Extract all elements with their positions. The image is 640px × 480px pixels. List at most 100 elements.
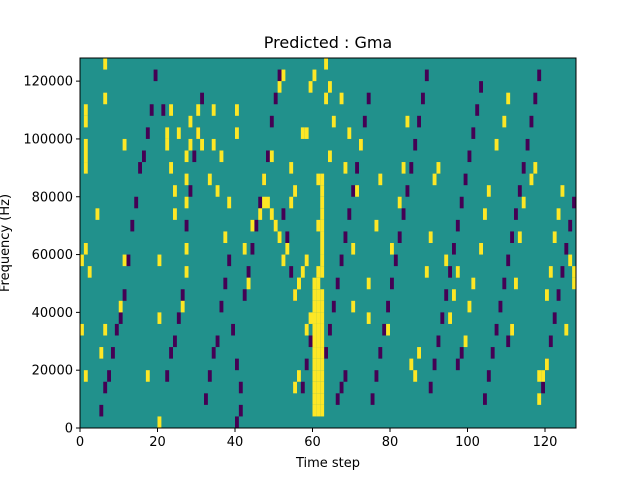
low-value-cell	[149, 104, 154, 116]
high-value-cell	[184, 196, 189, 209]
high-value-cell	[316, 219, 321, 232]
high-value-cell	[273, 219, 278, 232]
low-value-cell	[304, 358, 309, 371]
low-value-cell	[335, 393, 340, 405]
high-value-cell	[211, 138, 216, 151]
high-value-cell	[304, 323, 309, 336]
high-value-cell	[266, 196, 270, 209]
high-value-cell	[95, 208, 100, 220]
high-value-cell	[467, 300, 472, 313]
high-value-cell	[428, 231, 433, 243]
low-value-cell	[153, 69, 158, 82]
low-value-cell	[366, 92, 371, 105]
low-value-cell	[393, 254, 398, 267]
high-value-cell	[184, 150, 189, 163]
low-value-cell	[467, 150, 472, 163]
high-value-cell	[83, 138, 88, 151]
high-value-cell	[176, 127, 181, 139]
high-value-cell	[514, 277, 518, 290]
low-value-cell	[269, 115, 274, 128]
high-value-cell	[304, 127, 309, 139]
high-value-cell	[455, 266, 460, 278]
high-value-cell	[227, 196, 232, 209]
y-tick-label: 60000	[32, 248, 73, 263]
high-value-cell	[409, 358, 414, 371]
low-value-cell	[238, 381, 243, 394]
high-value-cell	[304, 254, 309, 267]
low-value-cell	[521, 162, 526, 174]
high-value-cell	[312, 381, 317, 394]
low-value-cell	[486, 370, 491, 382]
high-value-cell	[545, 358, 549, 371]
low-value-cell	[308, 335, 313, 348]
low-value-cell	[436, 335, 441, 348]
x-axis-label: Time step	[295, 456, 360, 471]
high-value-cell	[320, 173, 325, 186]
low-value-cell	[126, 254, 131, 267]
low-value-cell	[173, 335, 177, 348]
low-value-cell	[537, 69, 542, 82]
low-value-cell	[440, 312, 445, 324]
y-axis: 0 20000 40000 60000 80000 100000 120000	[23, 75, 80, 437]
high-value-cell	[281, 254, 286, 267]
high-value-cell	[312, 277, 317, 290]
high-value-cell	[486, 185, 491, 197]
high-value-cell	[386, 323, 390, 336]
high-value-cell	[556, 208, 561, 220]
high-value-cell	[320, 335, 325, 348]
high-value-cell	[316, 393, 321, 405]
low-value-cell	[479, 81, 483, 93]
low-value-cell	[254, 219, 259, 232]
high-value-cell	[324, 58, 328, 70]
high-value-cell	[397, 196, 402, 209]
high-value-cell	[180, 300, 185, 313]
low-value-cell	[506, 335, 511, 348]
high-value-cell	[320, 289, 325, 301]
low-value-cell	[552, 312, 557, 324]
low-value-cell	[564, 243, 569, 255]
high-value-cell	[83, 162, 88, 174]
low-value-cell	[227, 254, 232, 267]
low-value-cell	[328, 323, 332, 336]
high-value-cell	[320, 254, 325, 267]
high-value-cell	[533, 162, 538, 174]
high-value-cell	[312, 312, 317, 324]
high-value-cell	[269, 150, 274, 163]
high-value-cell	[235, 104, 239, 116]
low-value-cell	[548, 335, 553, 348]
high-value-cell	[320, 404, 325, 417]
high-value-cell	[219, 150, 224, 163]
low-value-cell	[273, 92, 278, 105]
high-value-cell	[281, 69, 286, 82]
high-value-cell	[188, 115, 193, 128]
low-value-cell	[432, 358, 437, 371]
low-value-cell	[374, 370, 379, 382]
high-value-cell	[424, 266, 429, 278]
high-value-cell	[316, 289, 321, 301]
high-value-cell	[83, 115, 88, 128]
x-tick-label: 40	[227, 435, 244, 450]
low-value-cell	[455, 219, 460, 232]
high-value-cell	[343, 162, 348, 174]
high-value-cell	[320, 231, 325, 243]
low-value-cell	[281, 208, 286, 220]
high-value-cell	[506, 92, 511, 105]
high-value-cell	[316, 358, 321, 371]
high-value-cell	[262, 173, 266, 186]
low-value-cell	[107, 370, 111, 382]
low-value-cell	[494, 323, 499, 336]
high-value-cell	[184, 173, 189, 186]
low-value-cell	[417, 115, 421, 128]
high-value-cell	[324, 92, 328, 105]
high-value-cell	[289, 162, 294, 174]
high-value-cell	[378, 173, 383, 186]
low-value-cell	[118, 312, 123, 324]
high-value-cell	[262, 196, 266, 209]
low-value-cell	[103, 381, 108, 394]
y-tick-label: 40000	[32, 306, 73, 321]
high-value-cell	[312, 358, 317, 371]
high-value-cell	[316, 323, 321, 336]
high-value-cell	[157, 254, 162, 267]
high-value-cell	[548, 266, 553, 278]
low-value-cell	[378, 347, 383, 359]
